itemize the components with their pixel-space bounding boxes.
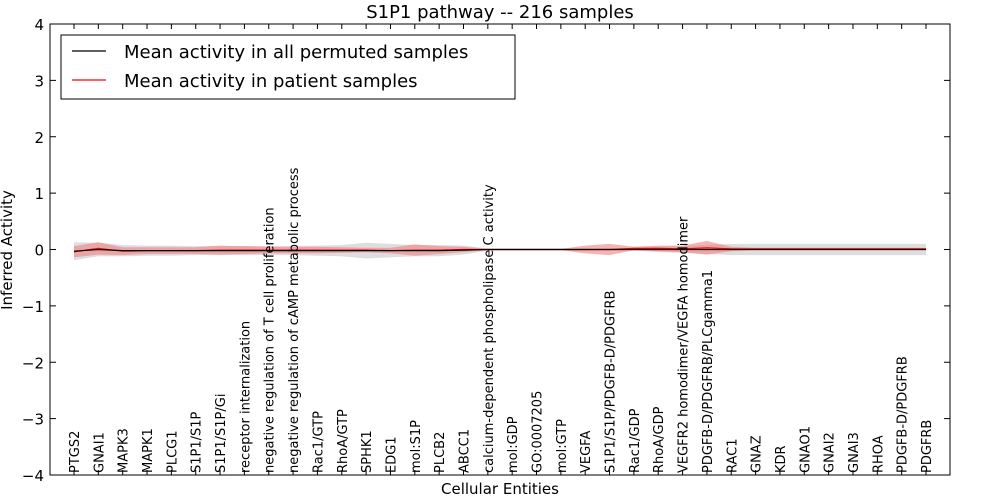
x-tick-label: MAPK1 xyxy=(141,428,156,473)
x-tick-label: ABCC1 xyxy=(457,429,472,473)
x-tick-label: RhoA/GDP xyxy=(652,406,667,473)
x-tick-label: receptor internalization xyxy=(238,321,253,473)
legend-box xyxy=(60,34,516,100)
legend-label-patient: Mean activity in patient samples xyxy=(124,71,418,92)
x-tick-label: PDGFRB xyxy=(920,420,935,473)
x-tick-label: KDR xyxy=(774,445,789,473)
x-tick-label: GO:0007205 xyxy=(531,391,546,473)
series-lines xyxy=(73,247,926,253)
x-axis-label: Cellular Entities xyxy=(441,480,559,498)
legend-label-permuted: Mean activity in all permuted samples xyxy=(124,42,468,63)
x-tick-label: mol:GDP xyxy=(506,416,521,473)
x-tick-label: GNAI1 xyxy=(92,432,107,473)
x-tick-label: S1P1/S1P xyxy=(190,411,205,473)
x-tick-label: RAC1 xyxy=(725,438,740,473)
x-tick-label: Rac1/GDP xyxy=(628,408,643,473)
x-tick-label: VEGFR2 homodimer/VEGFA homodimer xyxy=(677,216,692,473)
x-tick-label: negative regulation of T cell proliferat… xyxy=(263,207,278,473)
y-tick-label: 1 xyxy=(34,185,44,203)
y-axis-label: Inferred Activity xyxy=(0,190,16,310)
line-permuted xyxy=(73,248,926,252)
x-tick-label: PTGS2 xyxy=(68,431,83,473)
chart-title: S1P1 pathway -- 216 samples xyxy=(366,2,634,23)
y-tick-label: −2 xyxy=(22,354,44,372)
x-axis: PTGS2 GNAI1 MAPK3 MAPK1 PLCG1 S1P1/S1P S1P1/S1… xyxy=(68,24,935,475)
x-tick-label: calcium-dependent phospholipase C activi… xyxy=(482,184,497,473)
x-tick-label: RHOA xyxy=(871,435,886,473)
y-tick-label: 3 xyxy=(34,72,44,90)
y-tick-label: 0 xyxy=(34,242,44,260)
x-tick-label: PDGFB-D/PDGFRB xyxy=(896,356,911,473)
x-tick-label: GNAZ xyxy=(750,435,765,473)
y-tick-label: −3 xyxy=(22,411,44,429)
x-tick-label: GNAI2 xyxy=(823,432,838,473)
y-tick-label: 2 xyxy=(34,129,44,147)
x-tick-label: PDGFB-D/PDGFRB/PLCgamma1 xyxy=(701,270,716,473)
y-axis: −4 −3 −2 −1 0 1 2 3 4 xyxy=(22,16,950,485)
x-tick-label: S1P1/S1P/Gi xyxy=(214,394,229,473)
x-tick-label: Rac1/GTP xyxy=(311,411,326,473)
x-tick-label: mol:GTP xyxy=(555,419,570,473)
legend: Mean activity in all permuted samples Me… xyxy=(60,34,516,100)
x-tick-label: GNAO1 xyxy=(798,426,813,473)
x-tick-label: MAPK3 xyxy=(117,428,132,473)
y-tick-label: −4 xyxy=(22,467,44,485)
x-tick-label: VEGFA xyxy=(579,431,594,473)
x-tick-label: S1P1/S1P/PDGFB-D/PDGFRB xyxy=(604,290,619,473)
x-tick-label: RhoA/GTP xyxy=(336,409,351,473)
x-tick-label: GNAI3 xyxy=(847,432,862,473)
x-tick-label: PLCB2 xyxy=(433,432,448,473)
x-tick-label: EDG1 xyxy=(384,436,399,473)
y-tick-label: −1 xyxy=(22,298,44,316)
x-tick-label: negative regulation of cAMP metabolic pr… xyxy=(287,167,302,473)
x-tick-label: SPHK1 xyxy=(360,430,375,473)
x-tick-label: mol:S1P xyxy=(409,420,424,473)
x-tick-label: PLCG1 xyxy=(165,430,180,473)
y-tick-label: 4 xyxy=(34,16,44,34)
